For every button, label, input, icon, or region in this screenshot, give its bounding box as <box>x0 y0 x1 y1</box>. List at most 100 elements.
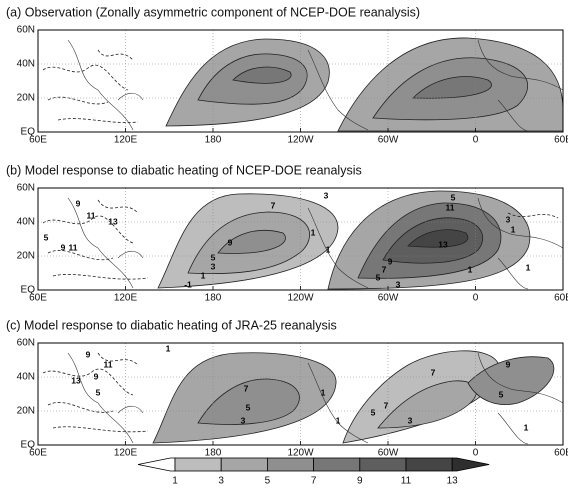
panel-title: (b) Model response to diabatic heating o… <box>6 163 362 177</box>
contour-label: 1 <box>336 415 341 425</box>
lon-label: 60E <box>29 135 47 146</box>
lon-label: 60E <box>554 135 568 146</box>
contour-label: 5 <box>371 407 376 417</box>
lon-label: 120W <box>287 293 314 304</box>
lat-label: 60N <box>17 338 35 349</box>
colorbar-label: 11 <box>401 476 412 487</box>
contour-label: 1 <box>468 264 473 274</box>
lat-label: 20N <box>17 251 35 262</box>
lon-label: 60W <box>378 135 399 146</box>
lat-label: 60N <box>17 25 35 36</box>
contour-label: 1 <box>526 262 531 272</box>
contour-label: 9 <box>506 359 511 369</box>
contour-label: 7 <box>382 264 387 274</box>
colorbar-label: 1 <box>172 476 178 487</box>
contour-label: 11 <box>446 202 455 212</box>
contour-label: 9 <box>94 371 99 381</box>
lat-label: 60N <box>17 183 35 194</box>
colorbar-label: 7 <box>311 476 317 487</box>
contour-label: 5 <box>451 192 456 202</box>
lat-label: EQ <box>21 440 36 451</box>
contour-label: 1 <box>166 343 171 353</box>
lon-label: 120E <box>114 293 138 304</box>
contour-label: 7 <box>384 400 389 410</box>
panel-title: (a) Observation (Zonally asymmetric comp… <box>6 5 420 19</box>
lon-label: 180 <box>205 448 222 459</box>
contour-label: 9 <box>388 256 393 266</box>
contour-label: 1 <box>524 422 529 432</box>
lon-label: 180 <box>205 293 222 304</box>
lon-label: 60W <box>378 293 399 304</box>
contour-label: 9 <box>61 242 66 252</box>
contour-label: 11 <box>104 359 113 369</box>
map-panel: 9 11 13 9 5 1 7 5 3 1 7 5 3 9 5 7 1 1 <box>37 342 564 446</box>
lon-label: 0 <box>473 448 479 459</box>
map-panel <box>37 29 564 133</box>
contour-label: 13 <box>71 375 81 385</box>
colorbar-label: 9 <box>357 476 363 487</box>
contour-label: 5 <box>499 389 504 399</box>
contour-label: 11 <box>87 210 96 220</box>
contour-label: 3 <box>408 415 413 425</box>
lon-label: 180 <box>205 135 222 146</box>
map-panel: 9 11 13 5 9 11 7 3 9 5 3 1 1 1 5 11 13 9… <box>37 187 564 291</box>
contour-label: 9 <box>76 198 81 208</box>
lon-label: 0 <box>473 135 479 146</box>
lon-label: 120E <box>114 135 138 146</box>
lat-label: 40N <box>17 372 35 383</box>
colorbar-end <box>451 457 490 472</box>
contour-label: 1 <box>311 227 316 237</box>
panel-title: (c) Model response to diabatic heating o… <box>6 318 337 332</box>
contour-label: 5 <box>44 232 49 242</box>
colorbar-label: 3 <box>218 476 224 487</box>
contour-label: 3 <box>506 214 511 224</box>
colorbar-segment <box>313 457 361 472</box>
contour-label: 1 <box>511 224 516 234</box>
contour-label: 9 <box>228 237 233 247</box>
contour-label: 5 <box>96 387 101 397</box>
contour-label: 11 <box>69 242 78 252</box>
lon-label: 60E <box>29 448 47 459</box>
lat-label: 20N <box>17 93 35 104</box>
lon-label: 60E <box>29 293 47 304</box>
contour-label: 1 <box>201 270 206 280</box>
contour-label: 13 <box>438 239 448 249</box>
contour-label: 3 <box>241 415 246 425</box>
lat-label: 40N <box>17 217 35 228</box>
contour-label: 5 <box>376 272 381 282</box>
contour-label: 1 <box>321 387 326 397</box>
colorbar-segment <box>266 457 314 472</box>
map-frame <box>37 187 564 291</box>
contour-label: 13 <box>108 216 118 226</box>
lat-label: 20N <box>17 406 35 417</box>
colorbar-label: 5 <box>265 476 271 487</box>
colorbar-end <box>137 457 176 472</box>
contour-label: 3 <box>396 279 401 289</box>
contour-label: 5 <box>246 402 251 412</box>
contour-label: 3 <box>324 190 329 200</box>
contour-label: 9 <box>86 349 91 359</box>
lat-label: EQ <box>21 127 36 138</box>
contour-label: 7 <box>431 367 436 377</box>
lon-label: 60E <box>554 448 568 459</box>
map-frame <box>37 342 564 446</box>
lon-label: 0 <box>473 293 479 304</box>
colorbar-segment <box>174 457 222 472</box>
contour-label: 1 <box>326 244 331 254</box>
lon-label: 120W <box>287 135 314 146</box>
lon-label: 120W <box>287 448 314 459</box>
contour-label: 7 <box>244 383 249 393</box>
contour-label: -1 <box>184 279 192 289</box>
contour-label: 7 <box>271 200 276 210</box>
lon-label: 120E <box>114 448 138 459</box>
lon-label: 60E <box>554 293 568 304</box>
colorbar: 1 3 5 7 9 11 13 <box>137 457 490 487</box>
colorbar-segment <box>405 457 453 472</box>
colorbar-segment <box>220 457 268 472</box>
colorbar-label: 13 <box>447 476 459 487</box>
lon-label: 60W <box>378 448 399 459</box>
colorbar-segment <box>359 457 407 472</box>
map-frame <box>37 29 564 133</box>
